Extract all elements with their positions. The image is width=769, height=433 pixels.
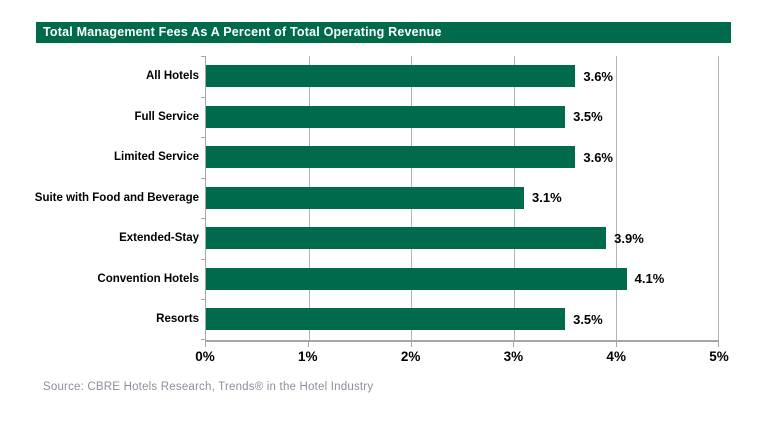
bar-resorts	[206, 308, 566, 331]
y-axis-tick	[201, 218, 206, 219]
chart-panel: Total Management Fees As A Percent of To…	[34, 22, 731, 370]
value-label: 3.1%	[532, 190, 562, 206]
bar-row: 4.1%	[206, 259, 719, 300]
x-axis-tick	[307, 341, 309, 347]
y-axis-tick	[201, 137, 206, 138]
bar-extended-stay	[206, 227, 607, 250]
category-label: Limited Service	[113, 151, 199, 164]
y-axis-tick	[201, 96, 206, 98]
value-label: 3.6%	[583, 149, 613, 165]
category-label: Suite with Food and Beverage	[34, 191, 199, 204]
gridline-5pct	[718, 56, 719, 340]
bar-limited-service	[206, 146, 576, 169]
bar-full-service	[206, 105, 566, 128]
x-axis-tick	[616, 341, 618, 347]
bar-row: 3.9%	[206, 218, 719, 259]
chart-title: Total Management Fees As A Percent of To…	[43, 25, 442, 39]
bar-row: 3.6%	[206, 56, 719, 97]
plot-area: 3.6% 3.5% 3.6% 3.1% 3.9% 4.1%	[201, 56, 719, 342]
value-label: 3.5%	[573, 311, 603, 327]
bar-convention-hotels	[206, 267, 627, 290]
x-tick-label: 2%	[400, 348, 421, 364]
y-axis-tick	[201, 56, 206, 57]
chart-body: All Hotels Full Service Limited Service …	[34, 56, 731, 342]
category-label: Extended-Stay	[119, 232, 199, 245]
value-label: 3.6%	[583, 68, 613, 84]
source-note: Source: CBRE Hotels Research, Trends® in…	[43, 381, 374, 393]
x-tick-label: 4%	[606, 348, 626, 364]
value-label: 3.9%	[614, 230, 644, 246]
chart-title-bar: Total Management Fees As A Percent of To…	[36, 22, 731, 43]
bar-row: 3.5%	[206, 299, 719, 340]
category-axis: All Hotels Full Service Limited Service …	[34, 56, 205, 342]
category-label: Full Service	[134, 110, 199, 123]
x-axis-tick	[718, 341, 719, 347]
x-axis: 0% 1% 2% 3% 4% 5%	[195, 341, 729, 370]
bar-all-hotels	[206, 65, 576, 88]
bar-suite-food-beverage	[206, 186, 525, 209]
y-axis-tick	[201, 258, 206, 260]
y-axis-tick	[201, 299, 206, 300]
x-tick-label: 1%	[298, 348, 318, 364]
category-label: Resorts	[156, 313, 199, 326]
category-label: All Hotels	[145, 70, 199, 83]
x-axis-tick	[513, 341, 515, 347]
bar-row: 3.6%	[206, 137, 719, 178]
y-axis-tick	[201, 177, 206, 179]
y-axis-tick	[201, 338, 206, 340]
x-tick-label: 3%	[503, 348, 524, 364]
x-tick-label: 5%	[709, 348, 729, 364]
category-label: Convention Hotels	[97, 272, 199, 285]
value-label: 4.1%	[634, 271, 665, 287]
x-axis-tick	[410, 341, 412, 347]
bar-row: 3.5%	[206, 97, 719, 138]
value-label: 3.5%	[573, 109, 603, 125]
x-axis-tick	[205, 341, 206, 347]
x-tick-label: 0%	[195, 348, 215, 364]
gridline-4pct	[616, 56, 618, 340]
bar-row: 3.1%	[206, 178, 719, 219]
